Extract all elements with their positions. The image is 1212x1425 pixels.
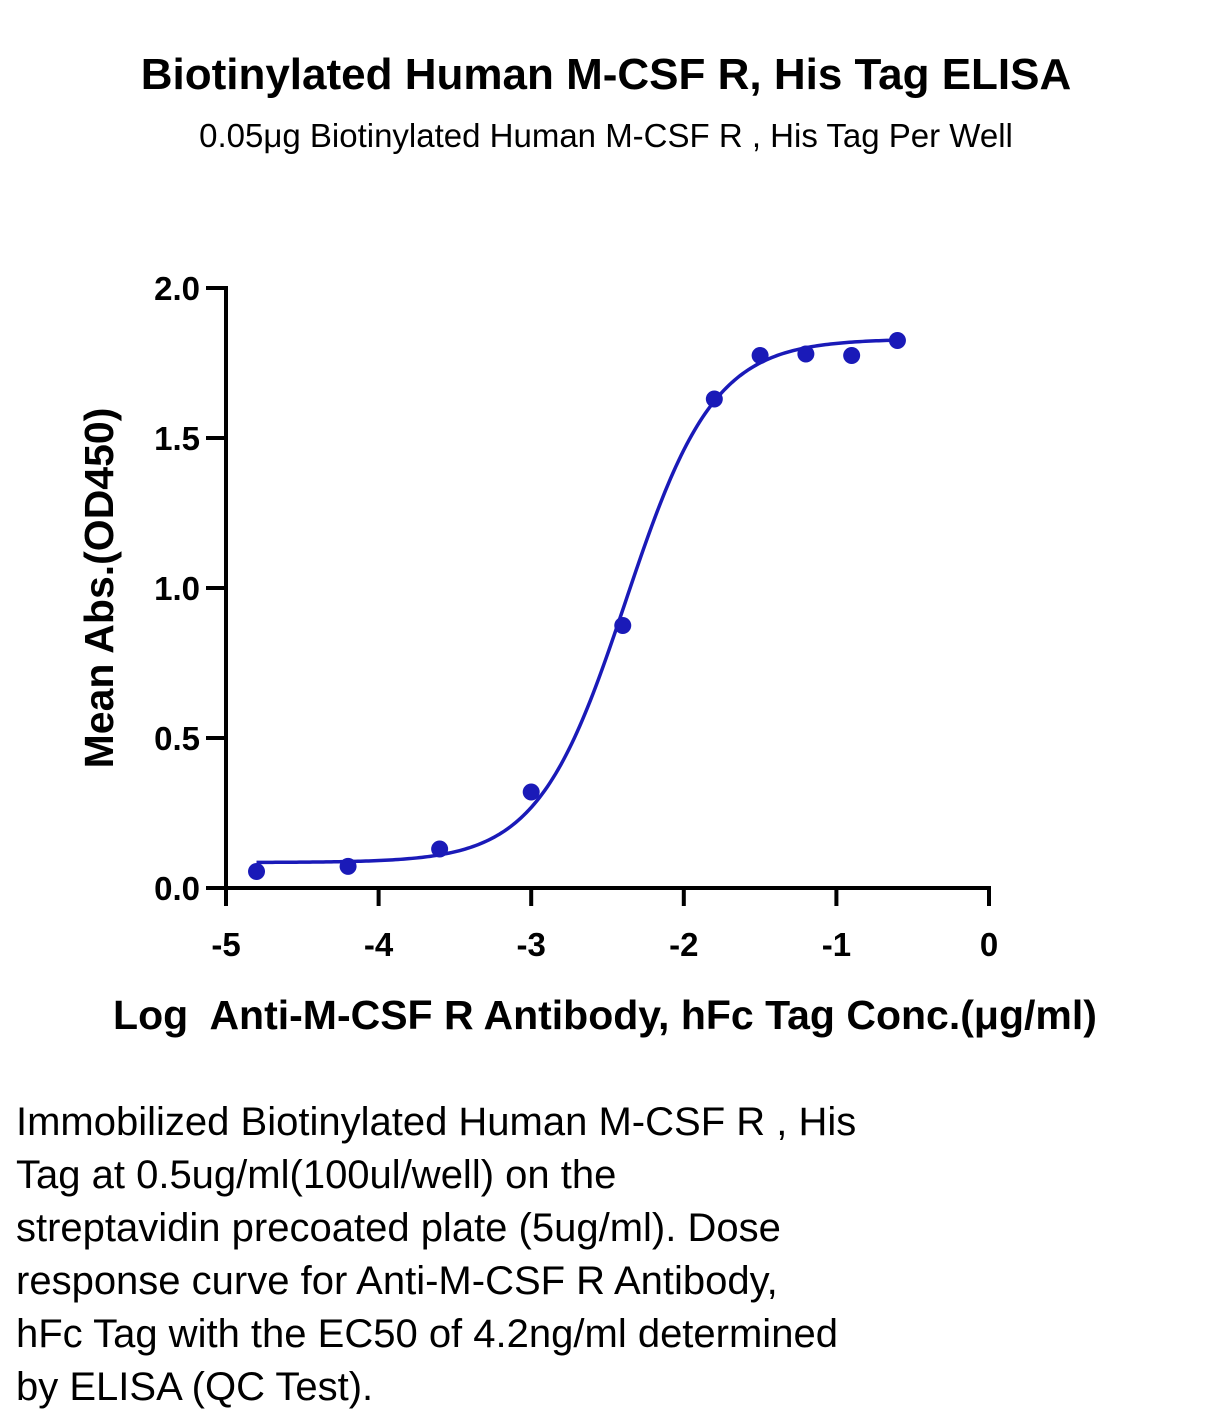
- caption-line: Tag at 0.5ug/ml(100ul/well) on the: [16, 1153, 617, 1197]
- y-tick-label: 1.0: [154, 570, 200, 607]
- caption-line: response curve for Anti-M-CSF R Antibody…: [16, 1259, 778, 1303]
- caption-line: Immobilized Biotinylated Human M-CSF R ,…: [16, 1100, 857, 1144]
- y-tick-label: 1.5: [154, 420, 200, 457]
- x-tick-label: 0: [980, 926, 998, 963]
- data-point: [843, 347, 861, 364]
- x-tick-label: -4: [364, 926, 394, 963]
- caption-line: by ELISA (QC Test).: [16, 1365, 374, 1409]
- chart-axes: [224, 286, 991, 890]
- x-tick-label: -3: [517, 926, 546, 963]
- data-point: [522, 783, 540, 801]
- data-point: [797, 345, 815, 363]
- y-tick-label: 0.5: [154, 720, 200, 757]
- data-points: [248, 332, 906, 880]
- x-axis-label: Log Anti-M-CSF R Antibody, hFc Tag Conc.…: [113, 992, 1097, 1038]
- x-tick-label: -2: [669, 926, 698, 963]
- data-point: [248, 863, 266, 880]
- data-point: [339, 857, 357, 875]
- x-tick-label: -1: [822, 926, 851, 963]
- elisa-chart: -5 -4 -3 -2 -1 0 0.0 0.5 1.0 1.5 2.0 Log Anti-M-CS…: [76, 270, 1097, 1038]
- data-point: [751, 347, 769, 364]
- chart-subtitle: 0.05μg Biotinylated Human M-CSF R , His …: [199, 117, 1013, 154]
- data-point: [431, 840, 449, 858]
- fit-curve: [256, 338, 898, 865]
- caption-line: hFc Tag with the EC50 of 4.2ng/ml determ…: [16, 1312, 838, 1356]
- x-tick-label: -5: [211, 926, 240, 963]
- chart-title: Biotinylated Human M-CSF R, His Tag ELIS…: [140, 50, 1072, 99]
- y-tick-label: 2.0: [154, 270, 200, 307]
- y-tick-label: 0.0: [154, 870, 200, 907]
- data-point: [614, 617, 632, 634]
- y-axis-label: Mean Abs.(OD450): [76, 408, 122, 769]
- chart-ticks: -5 -4 -3 -2 -1 0 0.0 0.5 1.0 1.5 2.0: [154, 270, 998, 963]
- data-point: [705, 390, 723, 408]
- figure-caption: Immobilized Biotinylated Human M-CSF R ,…: [16, 1096, 1056, 1414]
- caption-line: streptavidin precoated plate (5ug/ml). D…: [16, 1206, 781, 1250]
- data-point: [888, 332, 906, 349]
